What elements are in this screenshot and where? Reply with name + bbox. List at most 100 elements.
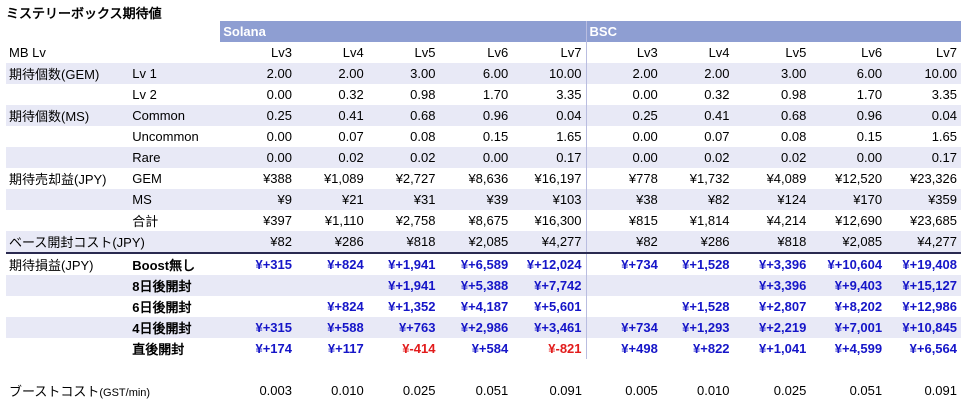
profit-cell-solana: ¥+4,187 [439,296,513,317]
spacer-cell [220,359,296,380]
spacer-cell [661,359,734,380]
level-header: Lv4 [661,42,734,63]
value-cell-bsc: ¥4,089 [733,168,811,189]
value-cell-bsc: 0.07 [661,126,734,147]
profit-cell-solana: ¥+588 [295,317,368,338]
profit-cell-solana: ¥+763 [367,317,440,338]
row-sublabel: 合計 [129,210,221,231]
profit-cell-solana: ¥+824 [295,252,368,275]
boost-cost-solana: 0.025 [367,380,440,401]
value-cell-bsc: 0.00 [585,126,662,147]
spacer-cell [367,359,440,380]
spacer-row [6,359,961,380]
row-label: 期待個数(GEM) [6,63,130,84]
profit-cell-bsc: ¥+9,403 [810,275,887,296]
spacer-cell [810,359,887,380]
value-cell-bsc: ¥124 [733,189,811,210]
profit-cell-solana: ¥+3,461 [512,317,587,338]
value-cell-bsc: 1.65 [886,126,961,147]
row-label [6,126,130,147]
value-cell-solana: ¥21 [295,189,368,210]
value-cell-solana: 0.04 [512,105,587,126]
spacer-cell [129,359,221,380]
level-header: Lv5 [367,42,440,63]
value-cell-solana: 6.00 [439,63,513,84]
profit-cell-solana: ¥+824 [295,296,368,317]
profit-cell-bsc [661,275,734,296]
row-sublabel: 8日後開封 [129,275,221,296]
profit-cell-bsc: ¥+7,001 [810,317,887,338]
header-blank [6,21,130,42]
value-cell-bsc: 0.04 [886,105,961,126]
value-cell-solana: 0.00 [220,147,296,168]
level-header: Lv7 [886,42,961,63]
row-label [6,317,130,338]
row-sublabel: 6日後開封 [129,296,221,317]
row-sublabel: Boost無し [129,252,221,275]
row-sublabel: Lv 1 [129,63,221,84]
value-cell-bsc: 0.41 [661,105,734,126]
value-cell-bsc: ¥23,685 [886,210,961,231]
profit-cell-bsc [585,275,662,296]
profit-cell-bsc: ¥+6,564 [886,338,961,359]
table-row: 合計 ¥397 ¥1,110 ¥2,758 ¥8,675 ¥16,300 ¥815 ¥1,81… [6,210,961,231]
group-header-bsc: BSC [585,21,961,42]
value-cell-bsc: 0.00 [810,147,887,168]
value-cell-solana: 0.25 [220,105,296,126]
profit-row: 直後開封 ¥+174 ¥+117 ¥-414 ¥+584 ¥-821 ¥+498 ¥+822 ¥… [6,338,961,359]
value-cell-solana: 1.65 [512,126,587,147]
value-cell-bsc: ¥815 [585,210,662,231]
profit-cell-bsc: ¥+2,219 [733,317,811,338]
value-cell-solana: ¥2,758 [367,210,440,231]
profit-cell-solana: ¥+1,352 [367,296,440,317]
profit-row: 8日後開封 ¥+1,941 ¥+5,388 ¥+7,742 ¥+3,396 ¥+9,403… [6,275,961,296]
value-cell-solana: ¥103 [512,189,587,210]
value-cell-solana: 2.00 [295,63,368,84]
header-blank [129,42,221,63]
profit-cell-bsc [585,296,662,317]
value-cell-bsc: 0.02 [661,147,734,168]
row-sublabel: Uncommon [129,126,221,147]
value-cell-solana: ¥16,300 [512,210,587,231]
value-cell-bsc: ¥82 [585,231,662,254]
value-cell-bsc: 3.35 [886,84,961,105]
profit-cell-bsc: ¥+1,528 [661,296,734,317]
row-sublabel: Common [129,105,221,126]
row-label [6,210,130,231]
profit-cell-solana [295,275,368,296]
spacer-cell [586,359,662,380]
profit-cell-solana: ¥-414 [367,338,440,359]
value-cell-bsc: ¥4,214 [733,210,811,231]
table-row: Rare 0.00 0.02 0.02 0.00 0.17 0.00 0.02 0.02 0.00… [6,147,961,168]
boost-cost-solana: 0.003 [220,380,296,401]
value-cell-bsc: 2.00 [585,63,662,84]
row-sublabel: Lv 2 [129,84,221,105]
expected-value-table: Solana BSC MB Lv Lv3 Lv4 Lv5 Lv6 Lv7 Lv3 Lv4 Lv5 Lv… [6,21,961,401]
row-label [6,338,130,359]
profit-cell-solana: ¥+1,941 [367,252,440,275]
value-cell-bsc: ¥286 [661,231,734,254]
profit-cell-solana: ¥+7,742 [512,275,587,296]
value-cell-bsc: 6.00 [810,63,887,84]
value-cell-solana: ¥818 [367,231,440,254]
value-cell-solana: ¥2,085 [439,231,513,254]
level-header: Lv6 [439,42,513,63]
profit-cell-solana: ¥+2,986 [439,317,513,338]
profit-row: 6日後開封 ¥+824 ¥+1,352 ¥+4,187 ¥+5,601 ¥+1,528 ¥+… [6,296,961,317]
profit-cell-bsc: ¥+12,986 [886,296,961,317]
value-cell-solana: ¥31 [367,189,440,210]
value-cell-solana: ¥39 [439,189,513,210]
value-cell-solana: 0.32 [295,84,368,105]
value-cell-bsc: 2.00 [661,63,734,84]
profit-cell-bsc: ¥+4,599 [810,338,887,359]
boost-cost-bsc: 0.010 [661,380,734,401]
value-cell-solana: 0.41 [295,105,368,126]
value-cell-bsc: ¥1,814 [661,210,734,231]
boost-cost-row: ブーストコスト(GST/min) 0.003 0.010 0.025 0.051 0.09… [6,380,961,401]
table-row: Uncommon 0.00 0.07 0.08 0.15 1.65 0.00 0.07 0.08… [6,126,961,147]
profit-cell-solana: ¥+5,601 [512,296,587,317]
boost-cost-bsc: 0.051 [810,380,887,401]
spacer-cell [295,359,368,380]
row-sublabel: Rare [129,147,221,168]
value-cell-bsc: ¥23,326 [886,168,961,189]
